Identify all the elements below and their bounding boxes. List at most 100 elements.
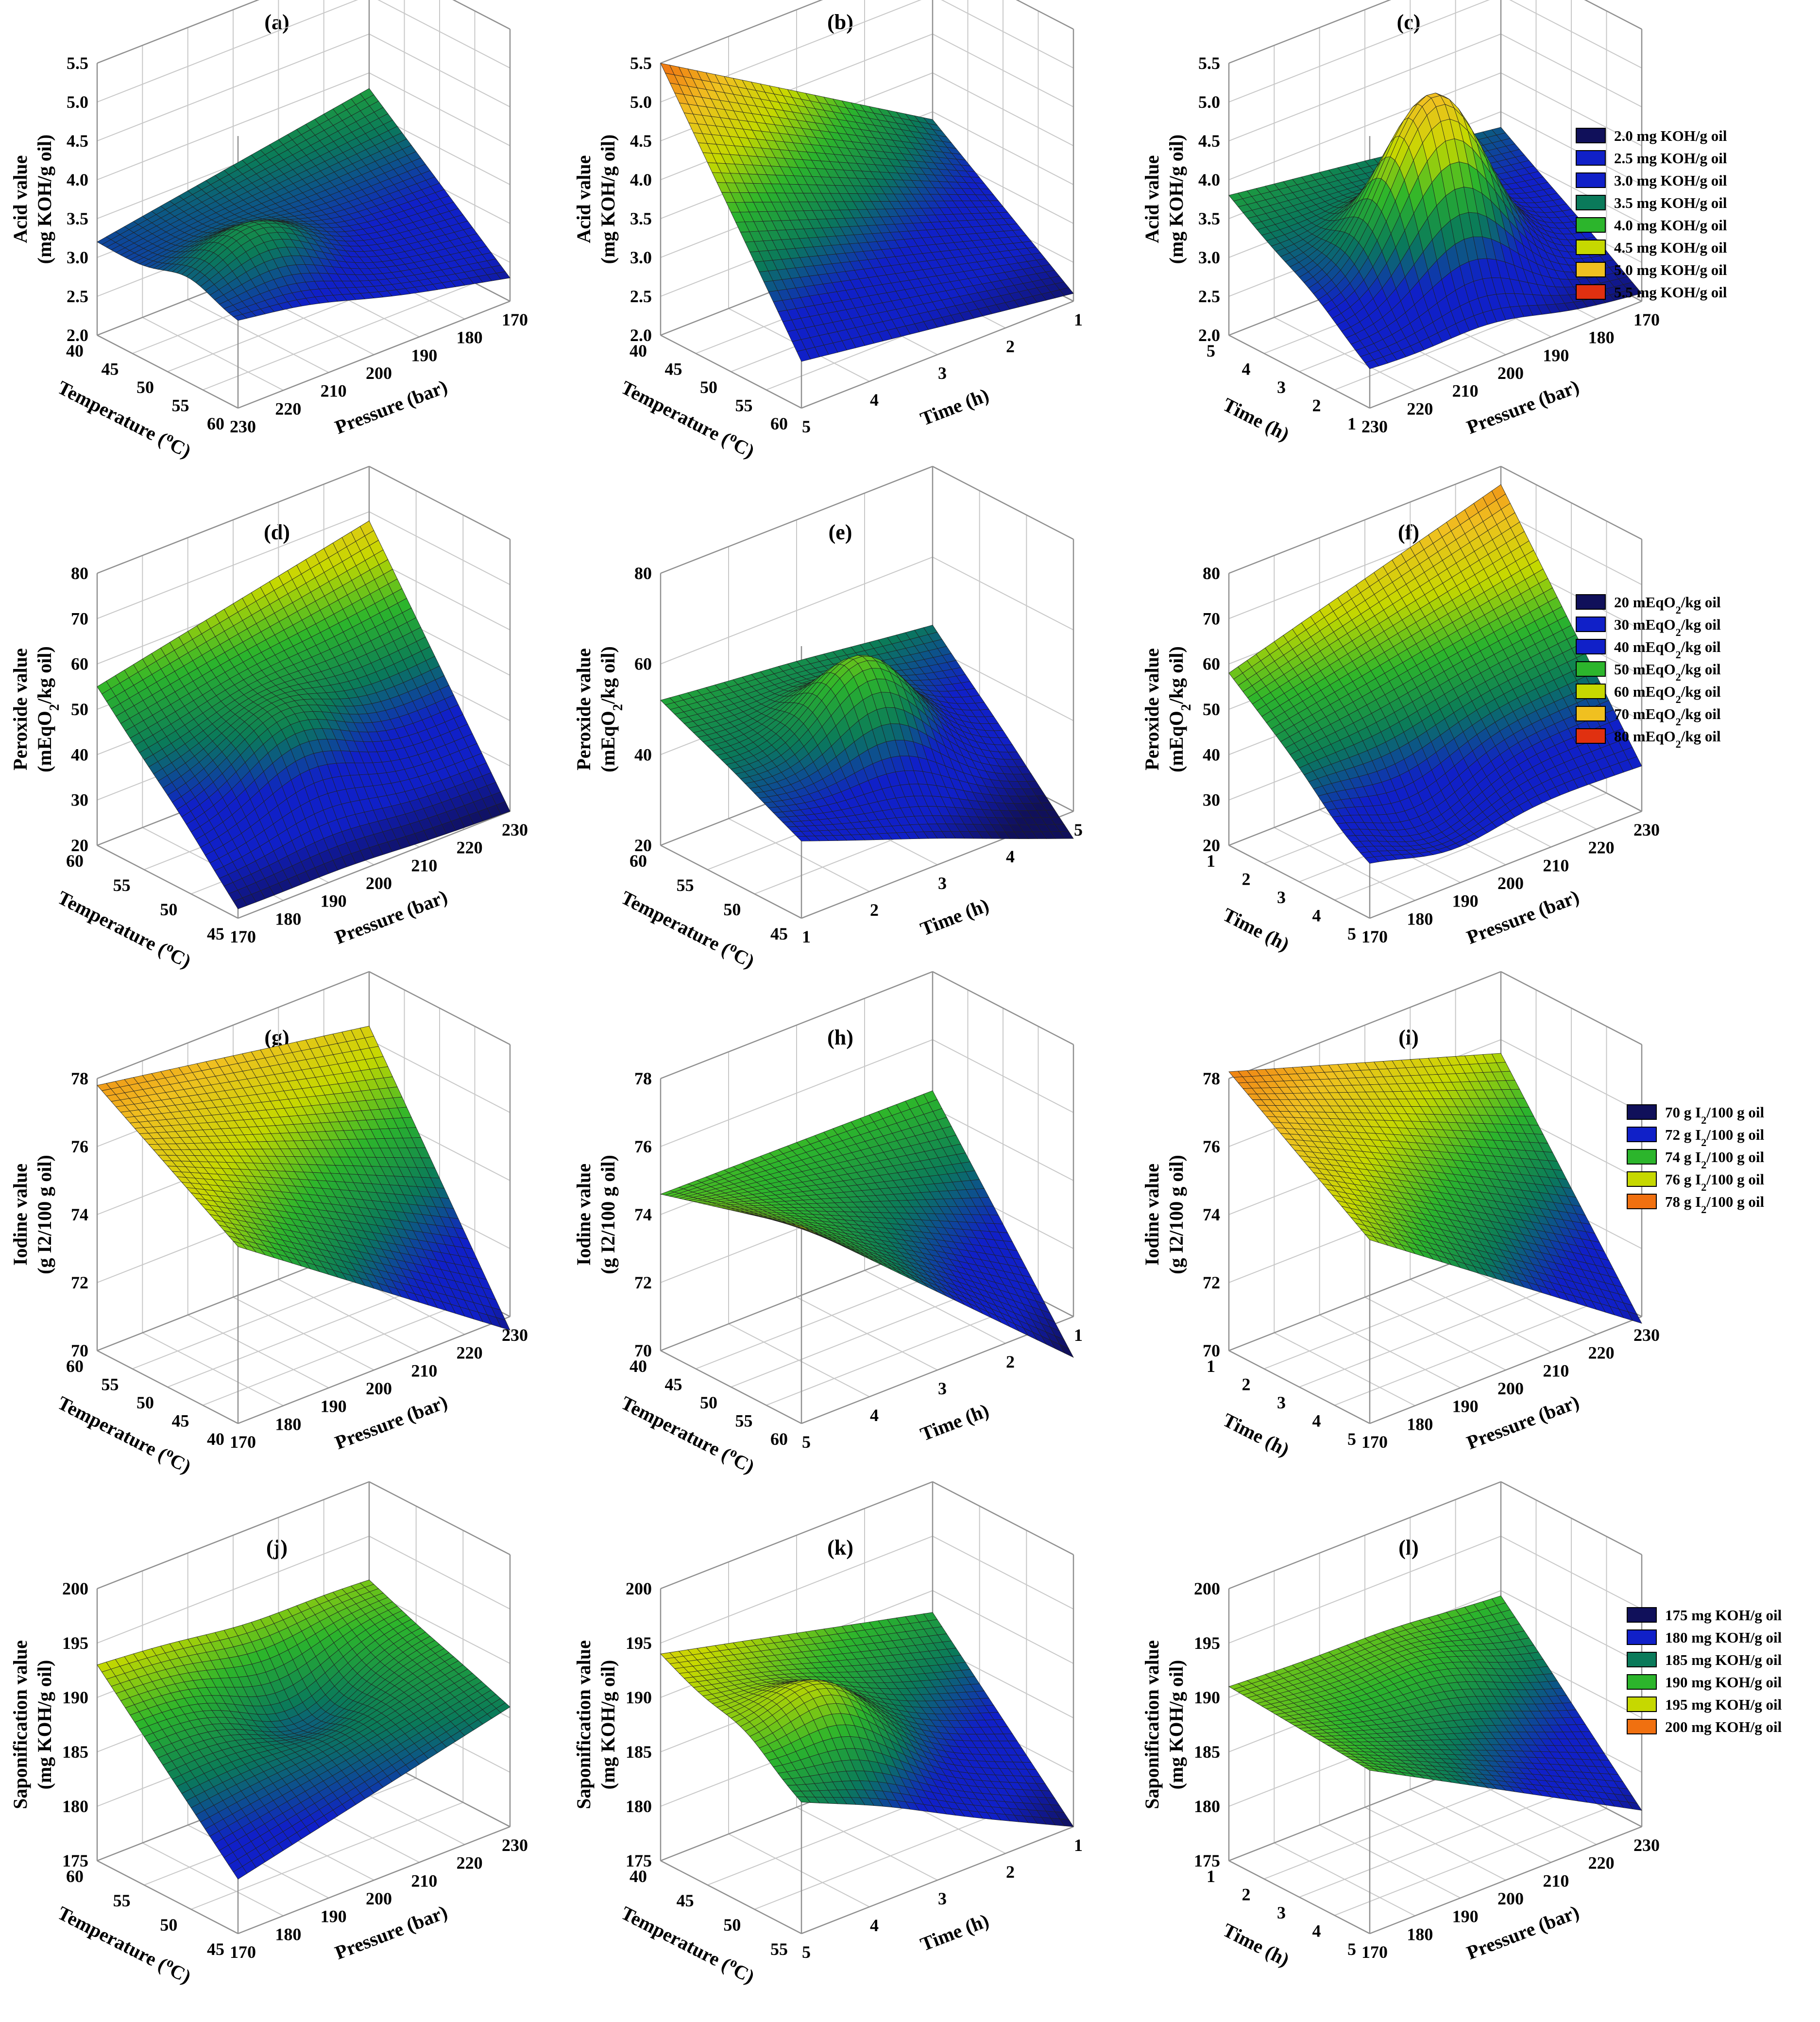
x-tick-label: 1: [1074, 310, 1083, 329]
z-tick-label: 5.5: [630, 53, 652, 73]
response-surface: [660, 63, 1074, 362]
z-axis-title: Peroxide value (mEqO2/kg oil): [9, 646, 62, 772]
box-edge: [97, 0, 260, 64]
box-edge: [369, 465, 510, 540]
y-axis-label: Time (h): [1219, 394, 1293, 446]
x-tick-label: 2: [870, 900, 879, 920]
box-edge: [97, 334, 238, 409]
x-tick-label: 170: [1633, 310, 1660, 329]
z-tick-label: 5.0: [1198, 92, 1220, 112]
y-tick-label: 50: [160, 900, 177, 919]
y-tick-label: 4: [1242, 360, 1251, 379]
z-axis-label-line2: (mg KOH/g oil): [597, 135, 619, 264]
x-tick-label: 4: [870, 390, 879, 410]
z-axis-label-line1: Peroxide value: [573, 648, 595, 770]
z-tick-label: 4.5: [630, 131, 652, 151]
x-tick-label: 190: [1543, 345, 1569, 365]
y-tick-label: 3: [1277, 377, 1286, 397]
z-tick-label: 4.5: [1198, 131, 1220, 151]
z-axis-title: Peroxide value (mEqO2/kg oil): [573, 646, 626, 772]
z-tick-label: 5.0: [67, 92, 88, 112]
box-edge: [452, 0, 510, 30]
y-tick-label: 55: [735, 396, 753, 415]
z-tick-label: 5.0: [630, 92, 652, 112]
y-tick-label: 55: [113, 875, 131, 895]
x-tick-label: 210: [1452, 381, 1479, 401]
y-tick-label: 1: [1347, 414, 1356, 433]
z-tick-label: 4.0: [1198, 170, 1220, 189]
z-gridline: [1228, 0, 1642, 103]
x-tick-label: 220: [275, 399, 301, 418]
x-axis-label: Time (h): [917, 384, 991, 430]
x-tick-label: 180: [275, 909, 301, 928]
x-tick-label: 190: [411, 345, 437, 365]
x-tick-label: 230: [230, 417, 256, 436]
z-gridline: [97, 465, 510, 574]
z-tick-label: 4.0: [630, 170, 652, 189]
z-tick-label: 2.5: [1198, 287, 1220, 306]
z-gridline: [97, 33, 510, 141]
z-axis-label-line2: (mg KOH/g oil): [1165, 135, 1187, 264]
x-tick-label: 230: [502, 820, 528, 840]
x-tick-label: 5: [802, 417, 811, 436]
z-tick-label: 3.0: [67, 248, 88, 267]
z-gridline: [1228, 0, 1642, 64]
x-axis-label: Pressure (bar): [332, 376, 450, 438]
x-tick-label: 5: [1074, 820, 1083, 840]
z-axis-title: Acid value (mg KOH/g oil): [9, 135, 55, 264]
z-axis-label-line2: (mg KOH/g oil): [34, 135, 55, 264]
x-axis-label: Time (h): [917, 894, 991, 940]
y-axis-label: Temperature (oC): [54, 885, 195, 972]
z-tick-label: 5.5: [1198, 53, 1220, 73]
z-tick-label: 30: [71, 790, 88, 810]
y-tick-label: 40: [66, 341, 84, 360]
z-tick-label: 70: [71, 609, 88, 628]
z-tick-label: 50: [71, 700, 88, 719]
x-tick-label: 1: [802, 927, 811, 946]
y-tick-label: 55: [677, 875, 694, 895]
z-tick-label: 40: [71, 745, 88, 764]
y-tick-label: 50: [700, 377, 717, 397]
z-axis-label-line2: (mEqO2/kg oil): [597, 646, 626, 772]
panel-label: (f): [1398, 520, 1419, 544]
y-tick-label: 45: [770, 924, 788, 943]
z-axis-label-line1: Acid value: [9, 155, 31, 243]
x-tick-label: 3: [938, 363, 947, 383]
y-tick-label: 45: [102, 360, 119, 379]
z-tick-label: 3.5: [67, 209, 88, 228]
z-axis-label-line1: Peroxide value: [9, 648, 31, 770]
z-axis-title: Acid value (mg KOH/g oil): [573, 135, 619, 264]
z-tick-label: 40: [634, 745, 652, 764]
y-tick-label: 60: [66, 851, 84, 871]
x-tick-label: 200: [366, 874, 392, 893]
z-gridline: [660, 465, 1074, 574]
y-tick-label: 40: [629, 341, 647, 360]
y-axis-label: Temperature (oC): [617, 885, 759, 972]
z-gridline: [660, 0, 1074, 64]
panel-label: (d): [264, 520, 290, 544]
x-tick-label: 210: [321, 381, 347, 401]
x-tick-label: 220: [1407, 399, 1433, 418]
panel-label: (a): [264, 10, 289, 34]
y-tick-label: 45: [207, 924, 224, 943]
z-tick-label: 3.0: [630, 248, 652, 267]
z-axis-label-line1: Acid value: [1141, 155, 1163, 243]
z-tick-label: 60: [71, 654, 88, 674]
response-surface: [660, 625, 1074, 841]
y-tick-label: 60: [207, 414, 224, 433]
z-tick-label: 2.5: [67, 287, 88, 306]
panel-label: (e): [829, 520, 852, 544]
y-tick-label: 2: [1312, 396, 1321, 415]
x-tick-label: 180: [457, 328, 483, 347]
x-tick-label: 2: [1006, 337, 1015, 356]
x-tick-label: 170: [230, 927, 256, 946]
z-tick-label: 80: [634, 564, 652, 583]
y-tick-label: 50: [723, 900, 741, 919]
z-tick-label: 4.5: [67, 131, 88, 151]
box-edge: [932, 465, 1074, 540]
z-axis-label-line1: Acid value: [573, 155, 595, 243]
z-tick-label: 60: [634, 654, 652, 674]
